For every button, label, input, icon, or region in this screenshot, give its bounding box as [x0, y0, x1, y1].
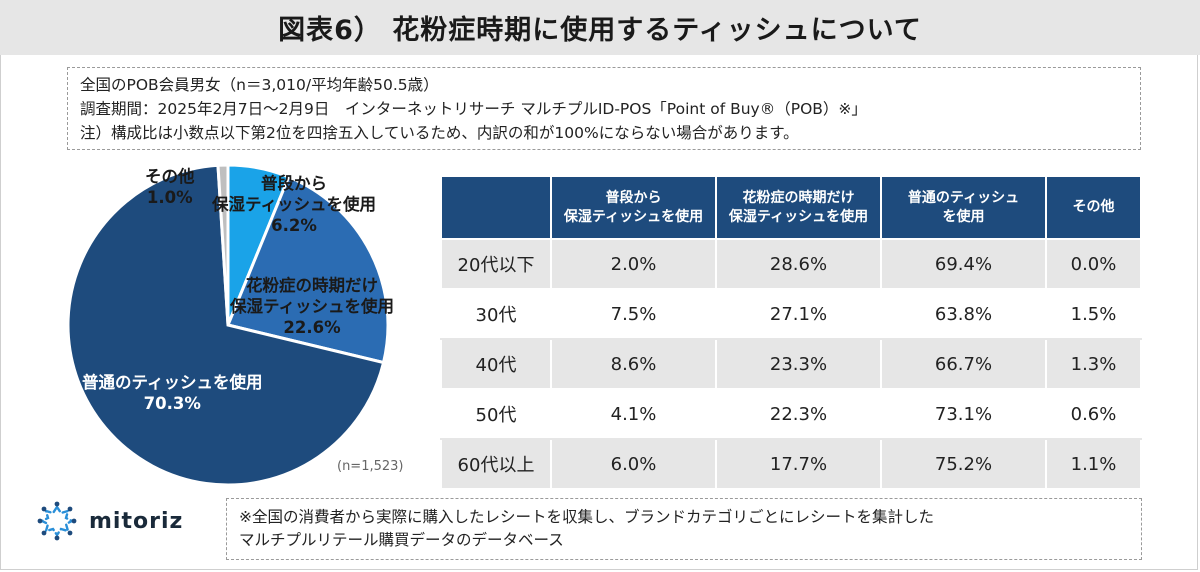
table-row: 60代以上 6.0% 17.7% 75.2% 1.1% — [440, 438, 1142, 490]
pie-label-daily-moist: 普段から 保湿ティッシュを使用 6.2% — [212, 173, 376, 236]
pie-label-other: その他 1.0% — [145, 166, 195, 208]
cell-season-moist: 27.1% — [715, 288, 882, 340]
cell-daily-moist: 2.0% — [550, 238, 717, 290]
pie-label-other-value: 1.0% — [146, 188, 193, 207]
note-line-sample: 全国のPOB会員男女（n＝3,010/平均年齢50.5歳） — [80, 76, 439, 94]
row-label: 60代以上 — [440, 438, 552, 490]
cell-other: 1.3% — [1045, 338, 1142, 390]
cell-season-moist: 22.3% — [715, 388, 882, 440]
survey-notes: 全国のPOB会員男女（n＝3,010/平均年齢50.5歳） 調査期間：2025年… — [67, 67, 1141, 150]
table-row: 30代 7.5% 27.1% 63.8% 1.5% — [440, 288, 1142, 340]
table-header-daily-moist: 普段から 保湿ティッシュを使用 — [550, 175, 717, 240]
row-label: 30代 — [440, 288, 552, 340]
cell-other: 0.6% — [1045, 388, 1142, 440]
pie-chart: その他 1.0% 普段から 保湿ティッシュを使用 6.2% 花粉症の時期だけ 保… — [40, 160, 440, 490]
cell-other: 0.0% — [1045, 238, 1142, 290]
cell-normal: 63.8% — [880, 288, 1047, 340]
row-label: 20代以下 — [440, 238, 552, 290]
cell-normal: 69.4% — [880, 238, 1047, 290]
table-header-corner — [440, 175, 552, 240]
pie-slice-other — [216, 163, 230, 326]
pie-slice-normal — [66, 163, 386, 487]
pie-label-normal-value: 70.3% — [143, 394, 201, 413]
cell-daily-moist: 7.5% — [550, 288, 717, 340]
cell-daily-moist: 6.0% — [550, 438, 717, 490]
pie-label-daily-moist-name1: 普段から — [261, 174, 327, 193]
table-row: 50代 4.1% 22.3% 73.1% 0.6% — [440, 388, 1142, 440]
cell-normal: 73.1% — [880, 388, 1047, 440]
page-title: 図表6） 花粉症時期に使用するティッシュについて — [278, 15, 922, 46]
pie-label-normal-name: 普通のティッシュを使用 — [82, 373, 263, 392]
cell-season-moist: 17.7% — [715, 438, 882, 490]
cell-daily-moist: 8.6% — [550, 338, 717, 390]
note-line-rounding: 注）構成比は小数点以下第2位を四捨五入しているため、内訳の和が100%にならない… — [80, 124, 799, 142]
cell-season-moist: 23.3% — [715, 338, 882, 390]
table-header-normal-text: 普通のティッシュ を使用 — [907, 189, 1020, 225]
table-header-other: その他 — [1045, 175, 1142, 240]
mitoriz-logo: mitoriz — [35, 499, 183, 543]
table-header-other-text: その他 — [1072, 199, 1115, 215]
cell-other: 1.1% — [1045, 438, 1142, 490]
table-header-season-moist: 花粉症の時期だけ 保湿ティッシュを使用 — [715, 175, 882, 240]
pie-label-daily-moist-name2: 保湿ティッシュを使用 — [212, 195, 377, 214]
pie-label-season-moist-name1: 花粉症の時期だけ — [246, 276, 378, 295]
mitoriz-logo-icon — [37, 501, 77, 541]
table-header-season-moist-text: 花粉症の時期だけ 保湿ティッシュを使用 — [728, 189, 869, 225]
row-label: 40代 — [440, 338, 552, 390]
cell-normal: 66.7% — [880, 338, 1047, 390]
pie-label-normal: 普通のティッシュを使用 70.3% — [82, 372, 263, 414]
table-header-normal: 普通のティッシュ を使用 — [880, 175, 1047, 240]
pie-label-season-moist-value: 22.6% — [283, 318, 341, 337]
table-header-row: 普段から 保湿ティッシュを使用 花粉症の時期だけ 保湿ティッシュを使用 普通のティッ… — [440, 175, 1142, 240]
note-line-period: 調査期間：2025年2月7日～2月9日 インターネットリサーチ マルチプルID-… — [80, 100, 867, 118]
table-header-daily-moist-text: 普段から 保湿ティッシュを使用 — [563, 189, 704, 225]
pie-sample-size: (n=1,523) — [337, 459, 404, 474]
cell-season-moist: 28.6% — [715, 238, 882, 290]
mitoriz-logo-text: mitoriz — [89, 508, 184, 534]
pie-label-season-moist-name2: 保湿ティッシュを使用 — [230, 297, 395, 316]
table-row: 20代以下 2.0% 28.6% 69.4% 0.0% — [440, 238, 1142, 290]
cell-normal: 75.2% — [880, 438, 1047, 490]
table-row: 40代 8.6% 23.3% 66.7% 1.3% — [440, 338, 1142, 390]
pie-slice-season-moist — [225, 175, 390, 365]
pie-svg — [66, 163, 390, 487]
pie-label-season-moist: 花粉症の時期だけ 保湿ティッシュを使用 22.6% — [230, 275, 394, 338]
age-breakdown-table: 普段から 保湿ティッシュを使用 花粉症の時期だけ 保湿ティッシュを使用 普通のティッ… — [440, 175, 1142, 490]
cell-other: 1.5% — [1045, 288, 1142, 340]
footer-note-line2: マルチプルリテール購買データのデータベース — [239, 531, 564, 549]
cell-daily-moist: 4.1% — [550, 388, 717, 440]
footer-note: ※全国の消費者から実際に購入したレシートを収集し、ブランドカテゴリごとにレシート… — [226, 498, 1142, 560]
title-bar: 図表6） 花粉症時期に使用するティッシュについて — [0, 0, 1200, 55]
pie-label-daily-moist-value: 6.2% — [271, 216, 317, 235]
footer-note-line1: ※全国の消費者から実際に購入したレシートを収集し、ブランドカテゴリごとにレシート… — [239, 508, 934, 526]
row-label: 50代 — [440, 388, 552, 440]
pie-label-other-name: その他 — [145, 167, 195, 186]
